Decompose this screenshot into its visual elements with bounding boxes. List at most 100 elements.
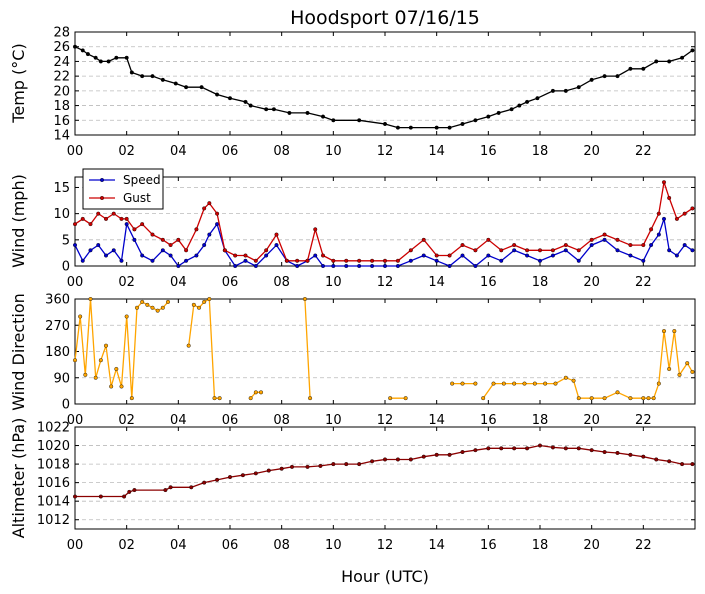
data-point (674, 216, 679, 221)
data-point (685, 361, 690, 366)
data-point (589, 396, 594, 401)
data-point (550, 445, 555, 450)
data-point (186, 343, 191, 348)
data-point (460, 243, 465, 248)
x-tick-label: 04 (170, 275, 187, 290)
data-point (72, 358, 77, 363)
data-point (525, 99, 530, 104)
data-point (563, 446, 568, 451)
data-point (473, 248, 478, 253)
data-point (656, 232, 661, 237)
data-point (646, 396, 651, 401)
data-point (165, 299, 170, 304)
data-point (357, 118, 362, 123)
data-point (667, 195, 672, 200)
data-point (499, 248, 504, 253)
data-point (525, 446, 530, 451)
data-point (628, 396, 633, 401)
y-tick-label: 1014 (37, 495, 70, 510)
chart-title: Hoodsport 07/16/15 (290, 7, 480, 29)
data-point (357, 462, 362, 467)
data-point (682, 243, 687, 248)
data-point (447, 452, 452, 457)
data-point (240, 473, 245, 478)
data-point (266, 468, 271, 473)
data-point (571, 378, 576, 383)
data-point (690, 48, 695, 53)
x-tick-label: 14 (428, 538, 445, 553)
y-tick-label: 270 (45, 319, 70, 334)
data-point (160, 77, 165, 82)
x-tick-label: 04 (170, 413, 187, 428)
series-line (75, 444, 693, 498)
data-point (641, 396, 646, 401)
data-point (667, 248, 672, 253)
x-tick-label: 20 (583, 538, 600, 553)
data-point (654, 59, 659, 64)
data-point (106, 59, 111, 64)
x-tick-label: 08 (273, 275, 290, 290)
data-point (160, 305, 165, 310)
data-point (331, 264, 336, 269)
axes-frame (74, 426, 696, 530)
data-point (114, 367, 119, 372)
data-point (532, 381, 537, 386)
data-point (421, 237, 426, 242)
data-point (212, 396, 217, 401)
data-point (124, 222, 129, 227)
data-point (543, 381, 548, 386)
data-point (690, 248, 695, 253)
x-tick-label: 22 (635, 275, 652, 290)
x-tick-label: 12 (377, 275, 394, 290)
x-tick-label: 20 (583, 144, 600, 159)
data-point (538, 248, 543, 253)
x-tick-label: 02 (118, 144, 135, 159)
series-1 (72, 297, 695, 401)
data-point (140, 253, 145, 258)
data-point (550, 88, 555, 93)
x-tick-label: 22 (635, 413, 652, 428)
data-point (550, 248, 555, 253)
x-tick-label: 20 (583, 413, 600, 428)
data-point (124, 216, 129, 221)
data-point (150, 74, 155, 79)
data-point (628, 253, 633, 258)
data-point (370, 258, 375, 263)
data-point (662, 329, 667, 334)
data-point (576, 446, 581, 451)
data-point (481, 396, 486, 401)
data-point (83, 372, 88, 377)
x-tick-label: 12 (377, 413, 394, 428)
data-point (512, 381, 517, 386)
data-point (109, 384, 114, 389)
x-tick-label: 02 (118, 275, 135, 290)
x-tick-label: 18 (532, 144, 549, 159)
data-point (305, 464, 310, 469)
data-point (486, 114, 491, 119)
data-point (615, 390, 620, 395)
data-point (460, 121, 465, 126)
x-tick-label: 18 (532, 275, 549, 290)
data-point (649, 243, 654, 248)
data-point (434, 125, 439, 130)
x-tick-label: 10 (325, 144, 342, 159)
x-tick-label: 02 (118, 538, 135, 553)
data-point (602, 450, 607, 455)
data-point (383, 264, 388, 269)
data-point (331, 258, 336, 263)
legend-marker (99, 177, 104, 182)
data-point (403, 396, 408, 401)
data-point (259, 390, 264, 395)
data-point (134, 305, 139, 310)
data-point (279, 466, 284, 471)
data-point (421, 253, 426, 258)
data-point (98, 494, 103, 499)
data-point (538, 258, 543, 263)
data-point (264, 253, 269, 258)
data-point (473, 264, 478, 269)
data-point (202, 299, 207, 304)
y-tick-label: 5 (62, 233, 70, 248)
y-tick-label: 26 (53, 40, 70, 55)
data-point (313, 253, 318, 258)
data-point (656, 381, 661, 386)
